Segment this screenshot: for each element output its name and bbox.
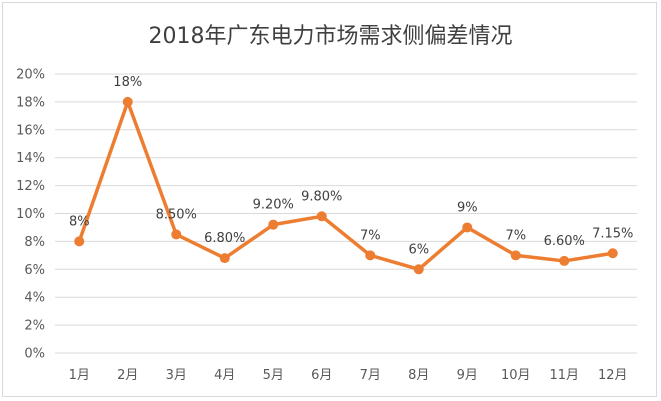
y-tick-label: 14% <box>16 151 45 166</box>
data-point <box>122 96 133 107</box>
x-tick-label: 4月 <box>214 368 235 383</box>
data-label: 8% <box>69 214 90 229</box>
data-point <box>413 264 424 275</box>
data-label: 9% <box>457 200 478 215</box>
data-label: 8.50% <box>156 207 197 222</box>
y-tick-label: 12% <box>16 179 45 194</box>
x-tick-label: 9月 <box>457 368 478 383</box>
data-point <box>316 211 327 222</box>
y-tick-label: 4% <box>24 291 45 306</box>
x-tick-label: 5月 <box>263 368 284 383</box>
data-point <box>171 229 182 240</box>
chart-title: 2018年广东电力市场需求侧偏差情况 <box>148 24 513 49</box>
x-tick-label: 7月 <box>360 368 381 383</box>
y-tick-label: 20% <box>16 68 45 83</box>
x-tick-label: 11月 <box>549 368 579 383</box>
series-line <box>77 100 614 272</box>
data-point <box>607 248 618 259</box>
x-tick-label: 10月 <box>501 368 531 383</box>
data-point <box>510 250 521 261</box>
x-tick-label: 2月 <box>117 368 138 383</box>
data-point <box>74 236 85 247</box>
data-label: 9.80% <box>301 189 342 204</box>
y-tick-label: 10% <box>16 207 45 222</box>
data-point <box>462 222 473 233</box>
data-label: 18% <box>113 75 142 90</box>
y-tick-label: 6% <box>24 263 45 278</box>
chart-frame <box>2 2 657 397</box>
y-tick-label: 0% <box>24 347 45 362</box>
x-tick-label: 12月 <box>598 368 628 383</box>
data-label: 6% <box>408 242 429 257</box>
data-label: 7% <box>360 228 381 243</box>
y-tick-label: 18% <box>16 95 45 110</box>
x-tick-label: 8月 <box>408 368 429 383</box>
data-label: 7% <box>505 228 526 243</box>
data-point <box>219 253 230 264</box>
x-tick-label: 6月 <box>311 368 332 383</box>
data-label: 6.60% <box>544 234 585 249</box>
x-tick-label: 1月 <box>69 368 90 383</box>
y-tick-label: 16% <box>16 123 45 138</box>
data-point <box>365 250 376 261</box>
data-label: 9.20% <box>253 198 294 213</box>
y-tick-label: 2% <box>24 319 45 334</box>
y-tick-label: 8% <box>24 235 45 250</box>
data-point <box>268 219 279 230</box>
data-label: 6.80% <box>204 231 245 246</box>
x-tick-label: 3月 <box>166 368 187 383</box>
data-point <box>559 255 570 266</box>
data-label: 7.15% <box>592 226 633 241</box>
